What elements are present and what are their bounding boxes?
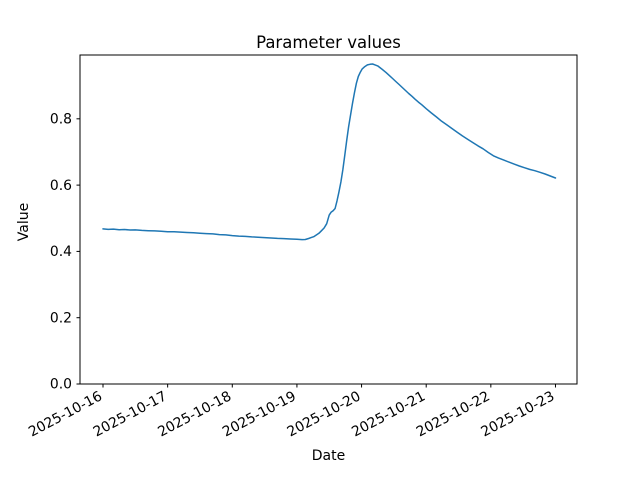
y-tick-label: 0.0: [50, 377, 72, 393]
chart-title: Parameter values: [256, 33, 401, 52]
x-tick-label: 2025-10-23: [479, 388, 558, 440]
y-tick-label: 0.4: [50, 244, 72, 260]
data-line-series: [102, 63, 557, 241]
y-tick-label: 0.8: [50, 112, 72, 128]
axes-spines: [79, 54, 578, 385]
x-axis-label: Date: [311, 448, 346, 464]
y-tick-label: 0.2: [50, 310, 72, 326]
y-tick-label: 0.6: [50, 178, 72, 194]
